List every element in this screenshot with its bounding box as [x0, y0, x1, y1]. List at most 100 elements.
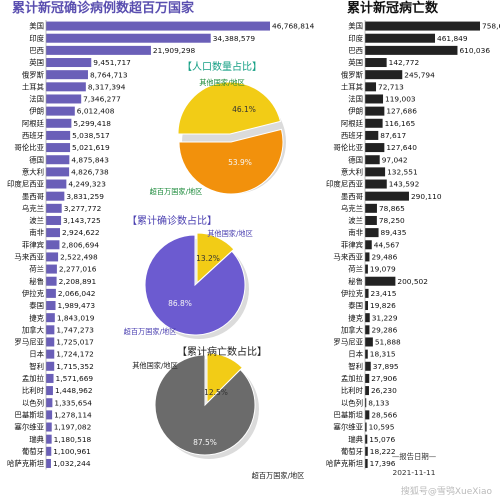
deaths-category-label: 意大利 — [341, 167, 363, 176]
deaths-value-label: 245,794 — [404, 70, 435, 79]
report-date: 2021-11-11 — [393, 468, 436, 477]
deaths-bar — [365, 155, 380, 165]
deaths-value-label: 19,826 — [370, 301, 396, 310]
pie-percent-label: 12.5% — [204, 388, 228, 397]
confirmed-category-label: 智利 — [29, 362, 44, 371]
deaths-bar — [365, 143, 385, 153]
confirmed-bar — [46, 446, 52, 456]
pie-category-label: 超百万国家/地区 — [124, 327, 177, 336]
confirmed-category-label: 印度 — [29, 34, 44, 43]
deaths-value-label: 51,888 — [375, 338, 401, 347]
report-date-label: —报告日期— — [392, 452, 437, 461]
deaths-bar — [365, 337, 373, 347]
confirmed-category-label: 加拿大 — [22, 325, 45, 334]
deaths-value-label: 200,502 — [397, 277, 428, 286]
confirmed-bar — [46, 288, 56, 298]
pie-percent-label: 13.2% — [196, 254, 220, 263]
deaths-category-label: 伊朗 — [348, 107, 363, 116]
deaths-bar — [365, 82, 377, 92]
confirmed-value-label: 5,021,619 — [72, 143, 110, 152]
confirmed-bar — [46, 361, 55, 371]
deaths-bar — [365, 203, 377, 213]
deaths-bar — [365, 228, 379, 238]
confirmed-bar — [46, 313, 55, 323]
confirmed-bar — [46, 398, 53, 408]
confirmed-category-label: 比利时 — [22, 386, 45, 395]
confirmed-bar — [46, 106, 75, 116]
confirmed-value-label: 1,032,244 — [53, 459, 91, 468]
confirmed-bar — [46, 410, 53, 420]
deaths-category-label: 塞尔维亚 — [333, 423, 363, 432]
confirmed-bar — [46, 349, 55, 359]
confirmed-category-label: 墨西哥 — [22, 192, 44, 201]
deaths-value-label: 758,646 — [482, 22, 500, 31]
confirmed-category-label: 伊拉克 — [22, 289, 45, 298]
pie-percent-label: 87.5% — [193, 438, 217, 447]
deaths-value-label: 29,286 — [371, 325, 397, 334]
deaths-value-label: 28,566 — [371, 410, 397, 419]
confirmed-value-label: 1,571,669 — [56, 374, 94, 383]
deaths-value-label: 78,250 — [379, 216, 405, 225]
deaths-value-label: 27,906 — [371, 374, 397, 383]
confirmed-value-label: 4,875,843 — [71, 155, 109, 164]
pie-percent-label: 53.9% — [228, 158, 252, 167]
deaths-value-label: 610,036 — [459, 46, 490, 55]
confirmed-bar — [46, 191, 65, 201]
deaths-category-label: 智利 — [348, 362, 363, 371]
pie-percent-label: 86.8% — [168, 299, 192, 308]
confirmed-value-label: 2,066,042 — [58, 289, 96, 298]
confirmed-value-label: 1,843,019 — [57, 313, 95, 322]
confirmed-value-label: 1,197,082 — [54, 423, 92, 432]
confirmed-value-label: 1,278,114 — [54, 410, 92, 419]
deaths-category-label: 日本 — [348, 350, 363, 359]
deaths-bar — [365, 288, 369, 298]
confirmed-bar — [46, 58, 92, 68]
deaths-value-label: 37,895 — [373, 362, 399, 371]
pie-title: 【累计确诊数占比】 — [127, 214, 217, 227]
deaths-value-label: 19,079 — [370, 265, 396, 274]
deaths-category-label: 哈萨克斯坦 — [326, 459, 364, 468]
confirmed-category-label: 哥伦比亚 — [14, 143, 44, 152]
deaths-category-label: 巴西 — [348, 46, 363, 55]
confirmed-category-label: 土耳其 — [22, 82, 44, 91]
deaths-category-label: 阿根廷 — [341, 119, 364, 128]
deaths-value-label: 142,772 — [389, 58, 420, 67]
deaths-category-label: 捷克 — [348, 313, 363, 322]
confirmed-category-label: 瑞典 — [29, 435, 44, 444]
confirmed-category-label: 马来西亚 — [14, 253, 44, 262]
confirmed-category-label: 南非 — [29, 228, 44, 237]
confirmed-chart-title: 累计新冠确诊病例数超百万国家 — [12, 0, 195, 16]
deaths-category-label: 南非 — [348, 228, 363, 237]
confirmed-category-label: 塞尔维亚 — [14, 423, 44, 432]
deaths-value-label: 72,713 — [378, 82, 404, 91]
deaths-category-label: 俄罗斯 — [341, 70, 364, 79]
confirmed-bar — [46, 167, 70, 177]
confirmed-bar — [46, 155, 70, 165]
confirmed-category-label: 美国 — [29, 22, 44, 31]
deaths-chart-title: 累计新冠病亡数 — [347, 0, 439, 16]
confirmed-category-label: 孟加拉 — [22, 374, 45, 383]
share-pie-charts: 【人口数量占比】其他国家/地区 46.1% 超百万国家/地区 53.9% 【累计确诊数占… — [124, 60, 305, 480]
deaths-category-label: 墨西哥 — [341, 192, 363, 201]
deaths-value-label: 18,315 — [370, 350, 396, 359]
pie-category-label: 其他国家/地区 — [132, 361, 178, 370]
pie-slice — [196, 232, 235, 285]
confirmed-category-label: 俄罗斯 — [22, 70, 45, 79]
confirmed-value-label: 2,924,622 — [62, 228, 100, 237]
deaths-value-label: 17,396 — [370, 459, 396, 468]
confirmed-bar — [46, 264, 57, 274]
confirmed-value-label: 7,346,277 — [83, 95, 121, 104]
confirmed-value-label: 1,715,352 — [56, 362, 94, 371]
confirmed-value-label: 46,768,814 — [272, 22, 315, 31]
confirmed-bar — [46, 276, 57, 286]
pie-title: 【累计病亡数占比】 — [177, 345, 267, 358]
deaths-category-label: 印度尼西亚 — [326, 180, 364, 189]
deaths-bar — [365, 167, 386, 177]
confirmed-bar — [46, 70, 88, 80]
deaths-value-label: 78,865 — [379, 204, 405, 213]
deaths-category-label: 波兰 — [348, 216, 363, 225]
confirmed-value-label: 1,448,962 — [55, 386, 93, 395]
confirmed-category-label: 印度尼西亚 — [7, 180, 45, 189]
confirmed-value-label: 3,277,772 — [64, 204, 102, 213]
confirmed-value-label: 8,764,713 — [90, 70, 128, 79]
